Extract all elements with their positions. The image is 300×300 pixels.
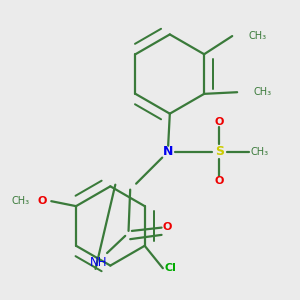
Text: Cl: Cl (164, 263, 176, 273)
Text: CH₃: CH₃ (251, 147, 269, 157)
Text: NH: NH (90, 256, 108, 269)
Text: O: O (38, 196, 47, 206)
Text: CH₃: CH₃ (253, 87, 271, 97)
Text: CH₃: CH₃ (248, 31, 266, 41)
Text: CH₃: CH₃ (12, 196, 30, 206)
Text: O: O (215, 176, 224, 186)
Text: S: S (215, 145, 224, 158)
Text: O: O (163, 222, 172, 232)
Text: N: N (163, 145, 173, 158)
Text: O: O (215, 117, 224, 127)
